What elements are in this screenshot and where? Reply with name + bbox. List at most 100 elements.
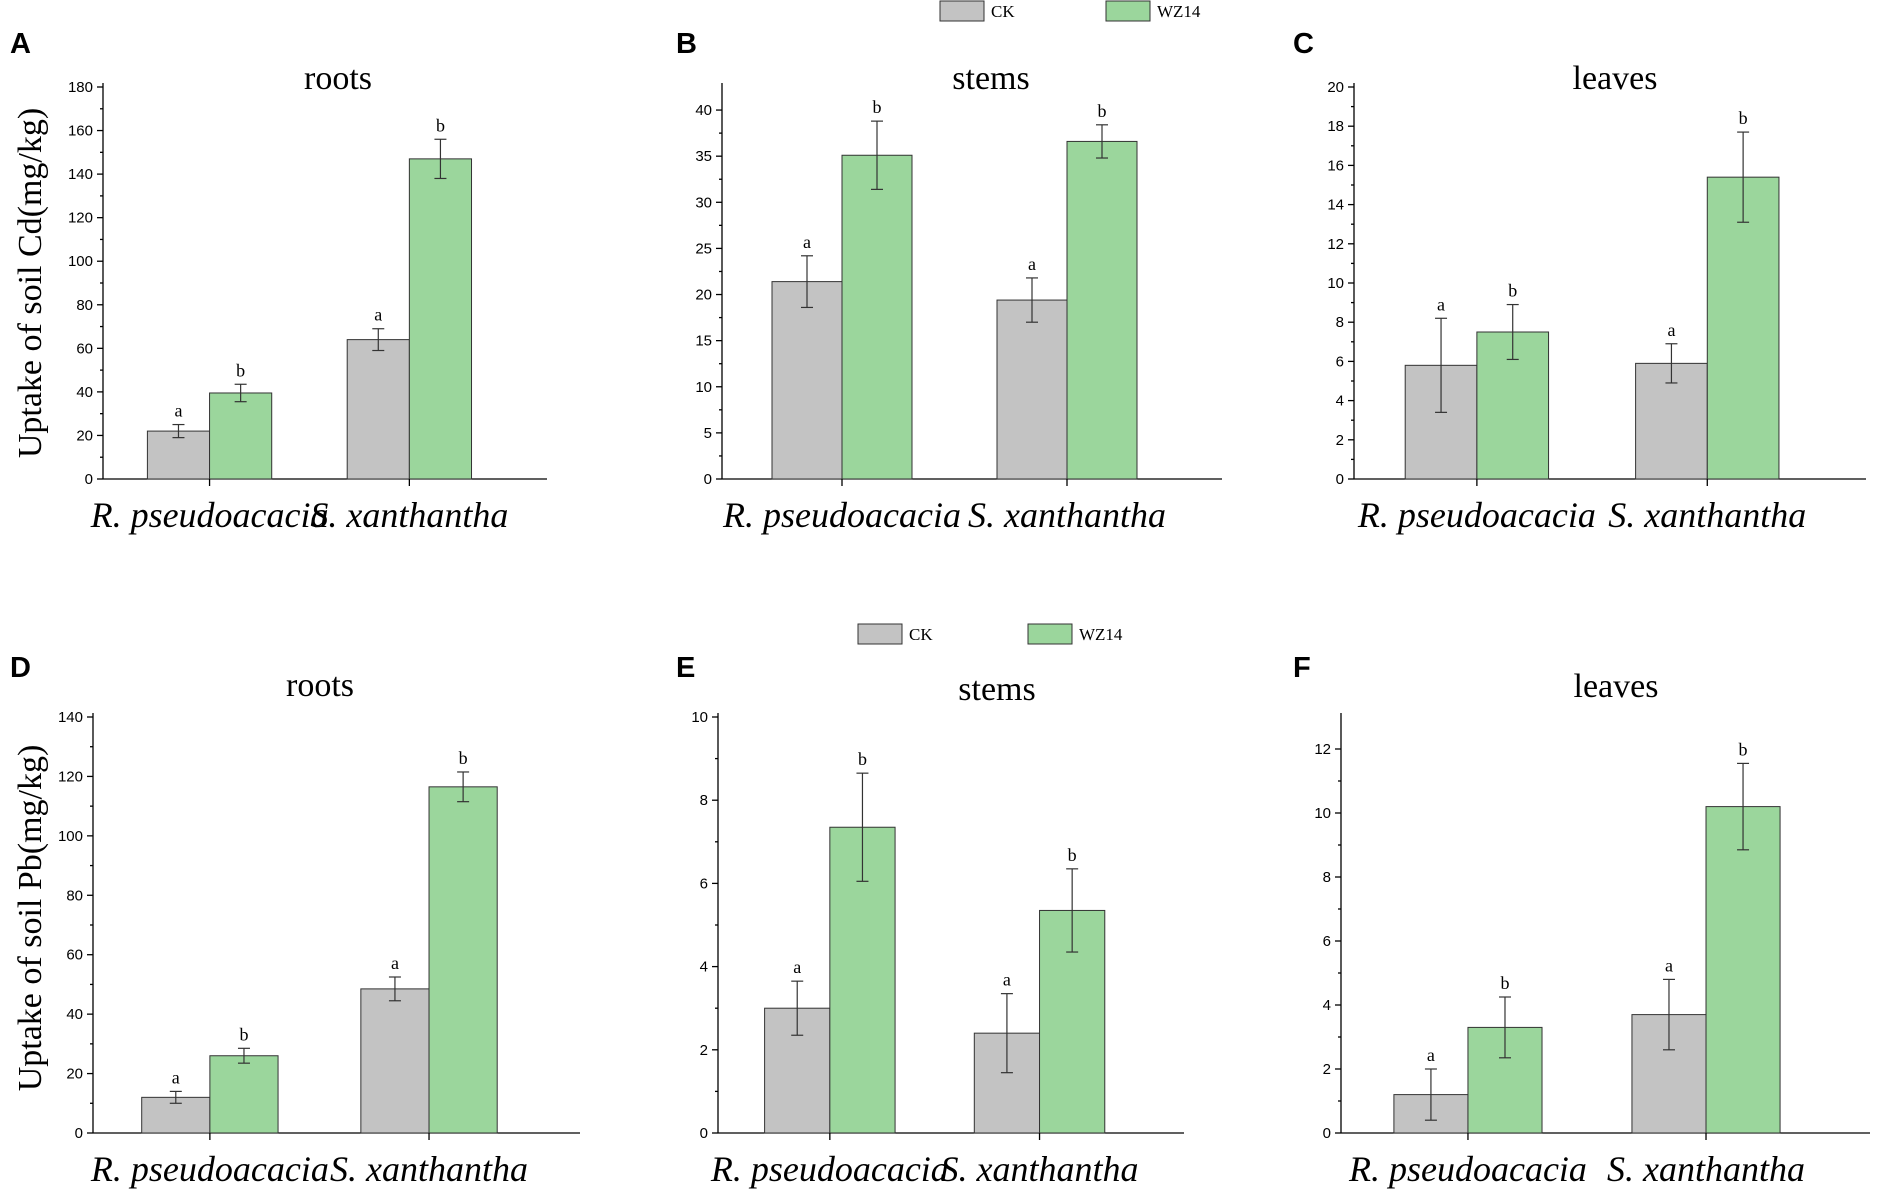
x-tick-label: S. xanthantha xyxy=(310,495,508,535)
bar-wz14 xyxy=(1066,140,1138,480)
legend: CK WZ14 xyxy=(939,0,1201,22)
legend-swatch-wz14 xyxy=(1027,623,1073,645)
panel-title: stems xyxy=(958,671,1035,708)
x-tick-label: R. pseudoacacia xyxy=(1357,495,1596,535)
y-tick-label: 2 xyxy=(1323,1061,1331,1078)
significance-label: b xyxy=(459,748,468,768)
y-tick-label: 4 xyxy=(1336,393,1344,410)
y-tick-label: 18 xyxy=(1327,118,1344,135)
y-tick-label: 0 xyxy=(1336,471,1344,488)
bar-wz14 xyxy=(841,154,913,480)
panel-title: stems xyxy=(952,60,1029,97)
significance-label: b xyxy=(873,97,882,117)
x-tick-label: R. pseudoacacia xyxy=(722,495,961,535)
y-tick-label: 0 xyxy=(85,471,93,488)
y-tick-label: 20 xyxy=(695,287,712,304)
y-axis-title: Uptake of soil Pb(mg/kg) xyxy=(12,745,49,1092)
y-tick-label: 80 xyxy=(76,297,93,314)
significance-label: b xyxy=(1739,108,1748,128)
panel-letter: E xyxy=(676,652,695,684)
panel-letter: B xyxy=(676,28,697,60)
y-tick-label: 140 xyxy=(58,709,83,726)
y-tick-label: 6 xyxy=(700,875,708,892)
legend-swatch-ck xyxy=(857,623,903,645)
x-tick-label: R. pseudoacacia xyxy=(710,1149,949,1189)
significance-label: a xyxy=(1003,970,1011,990)
y-tick-label: 40 xyxy=(695,102,712,119)
significance-label: a xyxy=(1667,320,1675,340)
panel-title: roots xyxy=(286,667,354,704)
significance-label: b xyxy=(1500,973,1509,993)
x-tick-label: R. pseudoacacia xyxy=(90,1149,329,1189)
x-tick-label: S. xanthantha xyxy=(1608,495,1806,535)
bar-ck xyxy=(146,430,211,480)
significance-label: b xyxy=(1098,101,1107,121)
significance-label: b xyxy=(1739,739,1748,759)
y-tick-label: 6 xyxy=(1336,353,1344,370)
significance-label: a xyxy=(172,1067,180,1087)
y-axis-title: Uptake of soil Cd(mg/kg) xyxy=(12,108,49,458)
panel-title: roots xyxy=(304,60,372,97)
panel-letter: F xyxy=(1293,652,1311,684)
y-tick-label: 100 xyxy=(58,828,83,845)
x-tick-label: S. xanthantha xyxy=(330,1149,528,1189)
legend-swatch-wz14 xyxy=(1105,0,1151,22)
bar-wz14 xyxy=(408,158,473,480)
y-tick-label: 8 xyxy=(700,792,708,809)
y-tick-label: 0 xyxy=(1323,1125,1331,1142)
y-tick-label: 8 xyxy=(1336,314,1344,331)
y-tick-label: 10 xyxy=(695,379,712,396)
significance-label: b xyxy=(239,1024,248,1044)
significance-label: b xyxy=(858,749,867,769)
y-tick-label: 20 xyxy=(1327,79,1344,96)
significance-label: a xyxy=(391,953,399,973)
x-tick-label: S. xanthantha xyxy=(1607,1149,1805,1189)
y-tick-label: 12 xyxy=(1327,236,1344,253)
y-tick-label: 30 xyxy=(695,194,712,211)
y-tick-label: 4 xyxy=(700,959,708,976)
significance-label: b xyxy=(236,360,245,380)
significance-label: a xyxy=(803,232,811,252)
bar-wz14 xyxy=(428,786,498,1134)
y-tick-label: 5 xyxy=(704,425,712,442)
legend: CK WZ14 xyxy=(857,623,1123,645)
bar-ck xyxy=(346,339,410,480)
y-tick-label: 80 xyxy=(66,887,83,904)
panel-letter: A xyxy=(10,28,31,60)
bar-wz14 xyxy=(1467,1026,1543,1134)
y-tick-label: 4 xyxy=(1323,997,1331,1014)
y-tick-label: 2 xyxy=(1336,432,1344,449)
y-tick-label: 60 xyxy=(66,947,83,964)
significance-label: a xyxy=(1665,955,1673,975)
y-tick-label: 140 xyxy=(68,166,93,183)
x-tick-label: S. xanthantha xyxy=(941,1149,1139,1189)
y-tick-label: 0 xyxy=(75,1125,83,1142)
y-tick-label: 0 xyxy=(700,1125,708,1142)
significance-label: a xyxy=(1437,294,1445,314)
y-tick-label: 20 xyxy=(66,1066,83,1083)
bar-ck xyxy=(360,988,430,1134)
significance-label: b xyxy=(1068,845,1077,865)
bar-wz14 xyxy=(209,1055,279,1134)
y-tick-label: 8 xyxy=(1323,869,1331,886)
significance-label: b xyxy=(1508,281,1517,301)
significance-label: a xyxy=(1427,1045,1435,1065)
y-tick-label: 10 xyxy=(1314,805,1331,822)
bar-ck xyxy=(771,281,843,480)
panel-letter: D xyxy=(10,652,31,684)
y-tick-label: 15 xyxy=(695,333,712,350)
y-tick-label: 20 xyxy=(76,427,93,444)
legend-label: WZ14 xyxy=(1079,625,1123,644)
bar-wz14 xyxy=(1705,806,1781,1134)
panel-letter: C xyxy=(1293,28,1314,60)
y-tick-label: 40 xyxy=(76,384,93,401)
legend-label: CK xyxy=(991,2,1015,21)
y-tick-label: 14 xyxy=(1327,197,1344,214)
y-tick-label: 120 xyxy=(58,768,83,785)
